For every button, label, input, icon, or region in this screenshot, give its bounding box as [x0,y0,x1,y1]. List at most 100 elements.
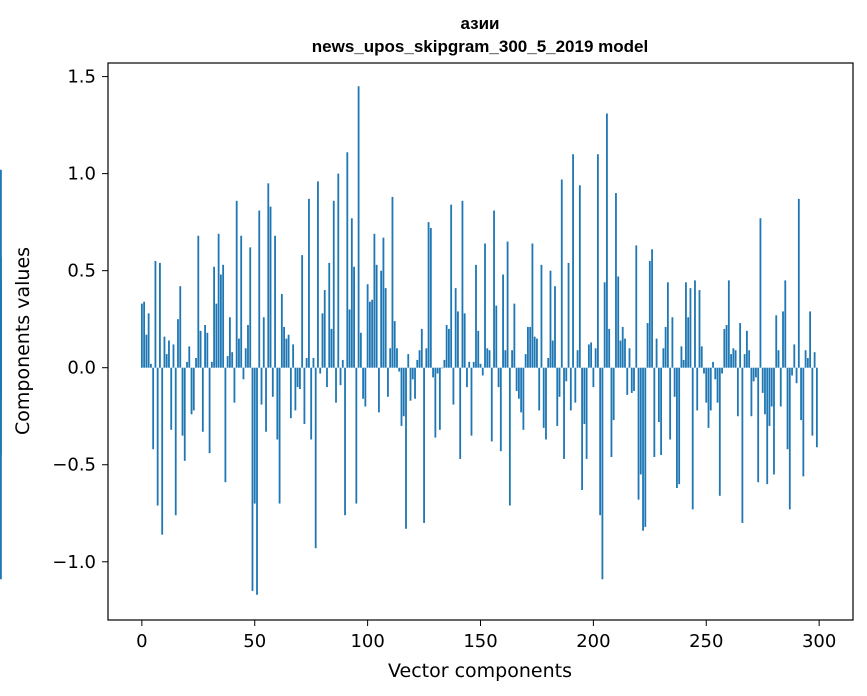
bar-236 [673,367,676,397]
bar-233 [666,282,669,368]
bar-145 [468,361,471,368]
bar-203 [599,367,602,516]
bar-275 [761,367,764,393]
bar-82 [326,367,328,388]
bar-97 [359,332,362,368]
bar-283 [779,367,782,407]
bar-338 [0,367,2,372]
bar-48 [249,247,252,368]
bar-45 [242,367,245,380]
bar-238 [678,367,681,485]
bar-34 [217,233,220,368]
bar-51 [256,367,258,595]
bar-217 [630,367,633,393]
bar-65 [287,334,290,368]
bar-201 [594,348,597,368]
bar-245 [694,280,696,368]
bar-61 [278,367,281,504]
bar-167 [517,367,520,399]
bar-81 [323,290,326,368]
bar-224 [646,323,649,368]
bar-10 [163,336,166,368]
bar-67 [292,344,295,368]
bar-169 [522,367,525,430]
bar-54 [262,317,265,368]
bar-101 [368,301,371,368]
bar-260 [727,280,730,368]
bar-35 [219,274,222,368]
bar-205 [603,282,606,368]
bar-76 [312,358,315,368]
bar-68 [294,367,297,411]
x-tick-label: 200 [576,631,610,652]
bar-30 [208,367,211,454]
bar-234 [669,367,672,440]
bar-12 [168,340,170,368]
bar-16 [177,319,179,368]
bar-220 [637,367,640,500]
bar-39 [229,317,231,368]
bar-168 [520,367,523,413]
bar-111 [391,196,394,368]
bar-277 [766,367,769,485]
bar-147 [472,361,475,368]
bar-188 [565,367,568,382]
bar-85 [332,200,335,368]
bar-146 [470,367,473,436]
bar-229 [657,367,660,423]
bar-242 [687,317,690,368]
bar-170 [524,354,527,368]
bar-103 [373,233,376,368]
bar-158 [497,367,500,388]
y-axis-label: Components values [12,247,34,435]
bar-185 [558,367,561,397]
bar-115 [400,367,403,426]
bar-121 [414,367,416,399]
bar-110 [389,348,392,368]
bar-264 [736,367,739,417]
bar-64 [285,338,288,368]
bar-74 [308,198,310,368]
bar-292 [800,367,802,421]
bar-186 [560,179,563,368]
y-tick-label: −0.5 [52,455,96,476]
bar-106 [380,270,383,368]
bar-98 [362,367,365,399]
bar-161 [504,350,507,368]
bar-268 [745,330,748,368]
bar-240 [682,359,685,368]
bar-22 [190,367,193,415]
bar-40 [231,352,234,368]
bar-249 [703,367,705,374]
bar-105 [378,367,380,413]
bar-135 [445,325,448,368]
bar-120 [411,367,414,380]
bar-84 [330,328,333,368]
bar-232 [664,326,667,368]
bar-86 [335,367,337,403]
bar-13 [170,367,173,430]
bar-235 [671,317,674,368]
bar-69 [296,367,299,388]
bar-70 [298,367,301,390]
bar-136 [447,328,450,368]
bar-27 [201,367,204,432]
x-axis-ticks: 0 50 100 150 200 250 300 [136,620,836,652]
bar-66 [289,367,292,419]
bar-214 [624,338,626,368]
bar-5 [152,367,155,450]
bar-44 [240,235,243,368]
bar-122 [416,359,419,368]
bar-274 [759,218,762,368]
bar-139 [454,288,457,368]
bar-125 [423,367,425,523]
bar-1 [143,301,146,368]
bar-182 [551,340,554,368]
bar-166 [515,367,518,391]
bar-254 [714,367,717,380]
x-tick-label: 250 [689,631,723,652]
y-tick-label: 0.0 [67,358,96,379]
bar-225 [648,260,651,368]
bar-8 [159,262,161,368]
